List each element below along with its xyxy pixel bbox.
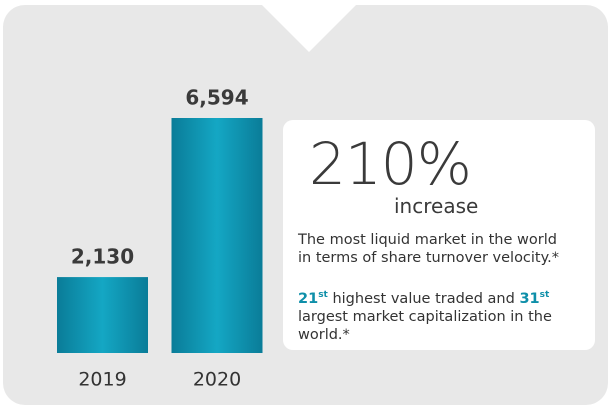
text: highest value traded and (327, 291, 520, 307)
bar (57, 277, 148, 353)
paragraph: 21st highest value traded and 31st large… (298, 290, 560, 344)
highlight: 31 (519, 291, 540, 307)
notch (262, 5, 356, 52)
x-tick-label: 2020 (193, 369, 241, 391)
headline: 210% (309, 130, 472, 198)
text: largest market capitalization in the wor… (298, 309, 552, 343)
bar (171, 118, 263, 353)
suffix: st (318, 290, 328, 301)
value-label: 6,594 (185, 86, 248, 110)
callout: 210% increase The most liquid market in … (283, 120, 595, 350)
value-label: 2,130 (71, 245, 134, 269)
paragraph: The most liquid market in the world in t… (298, 232, 559, 266)
highlight: 21 (298, 291, 319, 307)
suffix: st (539, 290, 550, 301)
subhead: increase (394, 194, 479, 218)
x-tick-label: 2019 (78, 369, 126, 391)
